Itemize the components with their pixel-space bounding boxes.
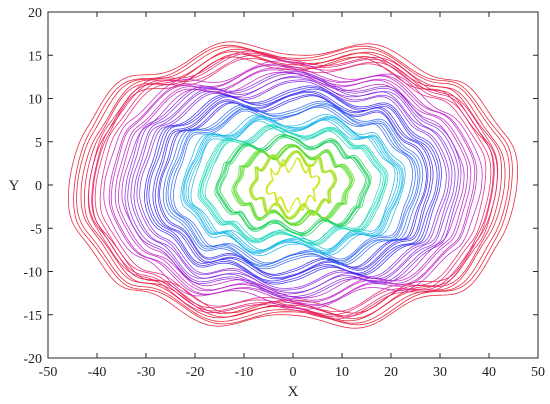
trajectory-curve xyxy=(190,119,396,251)
y-tick-label: 15 xyxy=(28,49,42,64)
trajectory-curve xyxy=(118,69,468,301)
trajectory-curve xyxy=(204,128,382,242)
y-tick-label: -10 xyxy=(23,266,42,281)
trajectory-curve xyxy=(154,91,432,279)
x-tick-label: -40 xyxy=(88,365,107,380)
trajectory-curve xyxy=(114,67,472,303)
x-tick-label: 30 xyxy=(433,365,447,380)
tick-layer: -50 -40 -30 -20 -10 0 10 20 30 40 50-20-15-10-5051… xyxy=(23,6,545,380)
y-axis-label: Y xyxy=(9,178,20,194)
x-tick-label: -10 xyxy=(235,365,254,380)
trajectory-curve xyxy=(251,152,335,218)
y-tick-label: 20 xyxy=(28,6,42,21)
trajectory-curve xyxy=(234,145,352,225)
trajectory-curve xyxy=(99,57,487,313)
y-tick-label: -15 xyxy=(23,309,42,324)
y-tick-label: 0 xyxy=(35,179,42,194)
trajectory-curve xyxy=(202,127,384,243)
trajectory-curve xyxy=(73,44,513,326)
trajectory-curve xyxy=(144,85,442,285)
y-tick-label: 10 xyxy=(28,93,42,108)
trajectory-curve xyxy=(159,95,427,275)
x-tick-label: 20 xyxy=(384,365,398,380)
trajectory-curve xyxy=(182,115,404,255)
trajectory-curve xyxy=(76,46,510,324)
trajectory-curve xyxy=(127,73,459,297)
trajectory-curve xyxy=(200,125,386,245)
trajectory-curve xyxy=(180,114,406,256)
trajectory-curve xyxy=(124,71,462,299)
trajectory-curve xyxy=(167,104,419,266)
trajectory-curve xyxy=(110,65,476,305)
trajectory-curve xyxy=(136,79,450,291)
trajectory-curve xyxy=(139,81,447,289)
x-tick-label: -50 xyxy=(39,365,58,380)
trajectory-curve xyxy=(215,134,371,236)
trajectory-curve xyxy=(197,124,389,246)
y-tick-label: 5 xyxy=(35,136,42,151)
x-tick-label: 10 xyxy=(335,365,349,380)
trajectory-curve xyxy=(170,105,416,265)
trajectory-curve xyxy=(235,146,351,224)
y-tick-label: -20 xyxy=(23,352,42,367)
x-tick-label: 50 xyxy=(531,365,545,380)
trajectory-curve xyxy=(220,137,366,233)
trajectory-curve xyxy=(187,118,399,252)
trajectory-curve xyxy=(130,75,456,295)
trajectory-curve xyxy=(214,133,372,237)
trajectory-curve xyxy=(103,60,483,310)
trajectory-curve xyxy=(87,50,499,320)
trajectory-curve xyxy=(218,136,368,234)
trajectory-curve xyxy=(121,71,465,299)
trajectory-curve xyxy=(157,94,429,276)
x-axis-label: X xyxy=(288,384,299,400)
trajectory-curve xyxy=(94,54,492,316)
trajectory-curve xyxy=(266,158,320,212)
curve-layer xyxy=(68,41,518,329)
x-tick-label: 40 xyxy=(482,365,496,380)
trajectory-curve xyxy=(217,135,369,235)
x-tick-label: -30 xyxy=(137,365,156,380)
trajectory-curve xyxy=(133,77,453,293)
trajectory-curve xyxy=(165,102,421,268)
y-tick-label: -5 xyxy=(30,222,42,237)
trajectory-curve xyxy=(146,87,440,283)
trajectory-curve xyxy=(162,100,424,270)
trajectory-curve xyxy=(173,106,413,264)
trajectory-curve xyxy=(185,117,401,253)
trajectory-curve xyxy=(68,41,518,329)
trajectory-curve xyxy=(183,116,403,254)
x-tick-label: 0 xyxy=(290,365,297,380)
trajectory-curve xyxy=(108,63,478,307)
x-tick-label: -20 xyxy=(186,365,205,380)
